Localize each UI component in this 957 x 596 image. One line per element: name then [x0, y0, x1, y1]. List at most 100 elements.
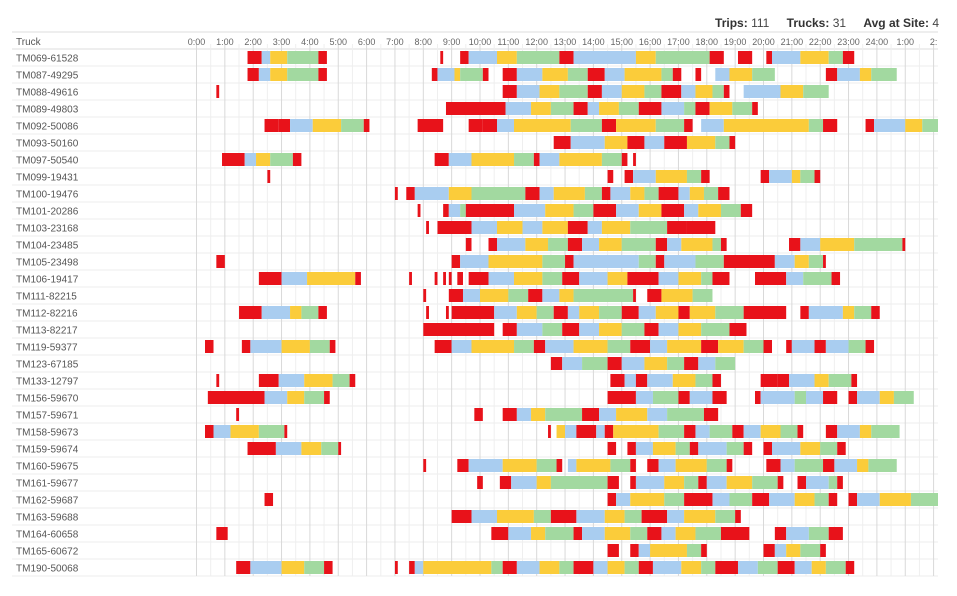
- schedule-segment-red[interactable]: [460, 51, 469, 64]
- schedule-segment-red[interactable]: [216, 527, 228, 540]
- schedule-segment-green[interactable]: [341, 119, 364, 132]
- schedule-segment-red[interactable]: [638, 102, 662, 115]
- schedule-segment-red[interactable]: [582, 408, 600, 421]
- schedule-segment-blue[interactable]: [468, 51, 498, 64]
- schedule-segment-yellow[interactable]: [579, 306, 600, 319]
- schedule-segment-blue[interactable]: [508, 527, 532, 540]
- schedule-segment-red[interactable]: [664, 136, 687, 149]
- schedule-segment-red[interactable]: [502, 561, 517, 574]
- schedule-segment-yellow[interactable]: [678, 272, 702, 285]
- schedule-segment-red[interactable]: [565, 255, 574, 268]
- schedule-segment-green[interactable]: [630, 527, 648, 540]
- schedule-segment-red[interactable]: [258, 272, 282, 285]
- schedule-segment-blue[interactable]: [494, 306, 517, 319]
- schedule-segment-blue[interactable]: [800, 238, 821, 251]
- schedule-segment-red[interactable]: [667, 221, 687, 234]
- schedule-segment-green[interactable]: [655, 119, 685, 132]
- schedule-segment-red[interactable]: [573, 561, 594, 574]
- schedule-segment-blue[interactable]: [281, 272, 308, 285]
- schedule-segment-red[interactable]: [630, 476, 636, 489]
- schedule-segment-blue[interactable]: [825, 340, 849, 353]
- schedule-segment-green[interactable]: [638, 255, 656, 268]
- schedule-segment-yellow[interactable]: [599, 102, 619, 115]
- schedule-segment-yellow[interactable]: [630, 493, 665, 506]
- schedule-segment-red[interactable]: [426, 221, 429, 234]
- schedule-segment-green[interactable]: [712, 238, 721, 251]
- schedule-segment-red[interactable]: [363, 119, 370, 132]
- schedule-segment-green[interactable]: [752, 68, 775, 81]
- schedule-segment-red[interactable]: [695, 102, 710, 115]
- schedule-segment-yellow[interactable]: [820, 238, 855, 251]
- schedule-segment-red[interactable]: [621, 153, 628, 166]
- schedule-segment-red[interactable]: [635, 374, 648, 387]
- schedule-segment-red[interactable]: [562, 323, 580, 336]
- schedule-segment-yellow[interactable]: [667, 340, 702, 353]
- schedule-segment-yellow[interactable]: [621, 85, 645, 98]
- schedule-segment-green[interactable]: [460, 204, 466, 217]
- schedule-segment-yellow[interactable]: [859, 425, 872, 438]
- schedule-segment-red[interactable]: [743, 306, 787, 319]
- schedule-segment-green[interactable]: [570, 119, 602, 132]
- schedule-segment-red[interactable]: [587, 68, 605, 81]
- schedule-segment-green[interactable]: [545, 527, 574, 540]
- schedule-segment-green[interactable]: [794, 459, 824, 472]
- schedule-segment-red[interactable]: [465, 238, 472, 251]
- schedule-segment-green[interactable]: [871, 425, 900, 438]
- schedule-segment-blue[interactable]: [573, 255, 639, 268]
- schedule-segment-red[interactable]: [457, 459, 469, 472]
- schedule-segment-yellow[interactable]: [905, 119, 923, 132]
- schedule-segment-red[interactable]: [845, 561, 855, 574]
- schedule-segment-red[interactable]: [553, 306, 568, 319]
- schedule-segment-red[interactable]: [823, 459, 835, 472]
- schedule-segment-green[interactable]: [332, 374, 350, 387]
- schedule-segment-green[interactable]: [732, 102, 753, 115]
- schedule-segment-red[interactable]: [712, 391, 727, 404]
- schedule-segment-yellow[interactable]: [514, 272, 543, 285]
- schedule-segment-blue[interactable]: [698, 357, 716, 370]
- schedule-segment-yellow[interactable]: [599, 323, 622, 336]
- schedule-segment-green[interactable]: [715, 510, 736, 523]
- schedule-segment-red[interactable]: [689, 442, 699, 455]
- schedule-segment-blue[interactable]: [791, 340, 815, 353]
- schedule-segment-green[interactable]: [922, 119, 938, 132]
- schedule-segment-blue[interactable]: [635, 476, 665, 489]
- schedule-segment-red[interactable]: [647, 289, 662, 302]
- schedule-segment-blue[interactable]: [667, 510, 685, 523]
- schedule-segment-green[interactable]: [287, 68, 319, 81]
- schedule-segment-green[interactable]: [533, 510, 551, 523]
- schedule-segment-blue[interactable]: [567, 306, 580, 319]
- schedule-segment-green[interactable]: [301, 306, 319, 319]
- schedule-segment-green[interactable]: [536, 459, 557, 472]
- schedule-segment-yellow[interactable]: [304, 374, 333, 387]
- schedule-segment-blue[interactable]: [562, 357, 583, 370]
- schedule-segment-red[interactable]: [607, 544, 619, 557]
- schedule-segment-red[interactable]: [477, 476, 483, 489]
- schedule-segment-blue[interactable]: [857, 493, 880, 506]
- schedule-segment-green[interactable]: [684, 476, 699, 489]
- schedule-segment-red[interactable]: [488, 204, 515, 217]
- schedule-segment-yellow[interactable]: [545, 204, 574, 217]
- schedule-segment-green[interactable]: [573, 289, 634, 302]
- schedule-segment-blue[interactable]: [244, 153, 257, 166]
- schedule-segment-red[interactable]: [236, 408, 240, 421]
- schedule-segment-green[interactable]: [516, 51, 560, 64]
- schedule-segment-red[interactable]: [627, 442, 636, 455]
- schedule-segment-blue[interactable]: [624, 374, 636, 387]
- schedule-segment-yellow[interactable]: [786, 544, 801, 557]
- schedule-segment-red[interactable]: [440, 51, 444, 64]
- schedule-segment-red[interactable]: [607, 170, 614, 183]
- schedule-segment-red[interactable]: [735, 510, 741, 523]
- schedule-segment-red[interactable]: [647, 527, 662, 540]
- schedule-segment-red[interactable]: [434, 153, 449, 166]
- schedule-segment-red[interactable]: [247, 51, 262, 64]
- schedule-segment-red[interactable]: [712, 272, 730, 285]
- schedule-segment-red[interactable]: [774, 527, 787, 540]
- schedule-segment-red[interactable]: [247, 68, 259, 81]
- schedule-segment-red[interactable]: [633, 289, 636, 302]
- schedule-segment-green[interactable]: [550, 476, 608, 489]
- schedule-segment-red[interactable]: [267, 170, 271, 183]
- schedule-segment-yellow[interactable]: [281, 561, 305, 574]
- schedule-segment-red[interactable]: [264, 119, 279, 132]
- schedule-segment-green[interactable]: [287, 51, 319, 64]
- schedule-segment-red[interactable]: [732, 425, 744, 438]
